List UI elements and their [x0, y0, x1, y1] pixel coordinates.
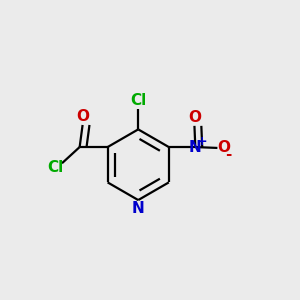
Text: N: N — [132, 201, 145, 216]
Text: Cl: Cl — [47, 160, 64, 175]
Text: O: O — [77, 109, 90, 124]
Text: Cl: Cl — [130, 93, 146, 108]
Text: N: N — [189, 140, 202, 154]
Text: +: + — [196, 135, 207, 148]
Text: -: - — [225, 147, 232, 162]
Text: O: O — [218, 140, 230, 155]
Text: O: O — [188, 110, 201, 125]
